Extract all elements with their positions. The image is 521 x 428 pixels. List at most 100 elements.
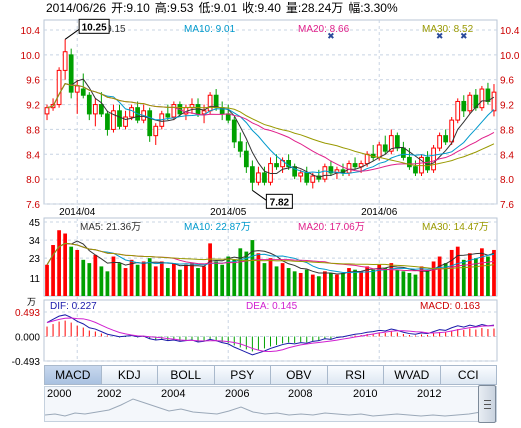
volume-bar bbox=[316, 276, 321, 296]
price-tick-right: 8.0 bbox=[500, 175, 514, 186]
tab-rsi[interactable]: RSI bbox=[327, 365, 384, 385]
volume-bar bbox=[93, 254, 98, 296]
volume-bar bbox=[383, 268, 388, 296]
navigator-drag-handle[interactable] bbox=[478, 385, 496, 423]
volume-bar bbox=[238, 248, 243, 296]
volume-tick: 34 bbox=[29, 236, 41, 247]
volume-bar bbox=[322, 271, 327, 296]
macd-value-legend: MACD: 0.163 bbox=[420, 301, 480, 312]
tab-cci[interactable]: CCI bbox=[440, 365, 497, 385]
stock-chart[interactable]: 10.4 10.4 10.0 10.0 9.6 9.6 9.2 9.2 8.8 8.8 8.4 8.4… bbox=[0, 0, 521, 365]
macd-tick: 0.493 bbox=[15, 308, 40, 319]
volume-bar bbox=[377, 264, 382, 296]
candle-body bbox=[352, 163, 358, 168]
volume-bar bbox=[431, 261, 436, 296]
candle-body bbox=[376, 144, 382, 158]
candle-body bbox=[56, 69, 62, 106]
volume-bar bbox=[480, 248, 484, 296]
macd-dea-line bbox=[46, 317, 494, 353]
candle-body bbox=[62, 51, 68, 71]
volume-bar bbox=[135, 264, 140, 296]
volume-bar bbox=[395, 269, 400, 296]
price-tick-left: 9.6 bbox=[26, 76, 40, 87]
macd-dea-legend: DEA: 0.145 bbox=[246, 301, 298, 312]
close-readout: 收:9.40 bbox=[242, 1, 281, 15]
candle-body bbox=[231, 119, 237, 143]
candle-body bbox=[491, 91, 497, 112]
candle-body bbox=[250, 166, 255, 183]
year-label-2008: 2008 bbox=[288, 388, 313, 400]
change-readout: 幅:3.30% bbox=[348, 1, 398, 15]
volume-bar bbox=[262, 263, 267, 296]
candle-body bbox=[407, 156, 412, 168]
volume-bar bbox=[329, 272, 333, 296]
price-tick-left: 10.0 bbox=[21, 51, 41, 62]
price-tick-right: 9.2 bbox=[500, 101, 514, 112]
volume-bar bbox=[353, 269, 357, 296]
volume-bar bbox=[165, 268, 170, 296]
low-marker-value: 7.82 bbox=[270, 197, 290, 208]
high-marker-pointer bbox=[64, 28, 80, 40]
candle-body bbox=[92, 104, 98, 115]
volume-bar bbox=[467, 253, 472, 296]
tab-wvad[interactable]: WVAD bbox=[384, 365, 441, 385]
volume-bar bbox=[292, 271, 297, 296]
volume-bar bbox=[63, 233, 68, 296]
price-ma5-line bbox=[46, 78, 495, 178]
volume-bar bbox=[298, 272, 303, 296]
volume-bar bbox=[87, 263, 92, 296]
candle-body bbox=[322, 166, 328, 180]
volume-bar bbox=[202, 266, 206, 296]
tab-boll[interactable]: BOLL bbox=[158, 365, 215, 385]
high-marker-box bbox=[78, 18, 110, 34]
candle-body bbox=[86, 94, 92, 115]
tab-macd[interactable]: MACD bbox=[44, 365, 102, 385]
price-tick-right: 8.8 bbox=[500, 125, 514, 136]
macd-dif-line bbox=[46, 314, 495, 356]
date-readout: 2014/06/26 bbox=[46, 1, 107, 15]
candle-body bbox=[80, 88, 86, 96]
volume-bar bbox=[184, 264, 188, 296]
candle-body bbox=[328, 166, 334, 174]
volume-bar bbox=[226, 256, 231, 296]
volume-bar bbox=[111, 256, 116, 296]
volume-ma-legend: MA5: 21.36万 bbox=[80, 222, 141, 233]
candle-body bbox=[358, 163, 364, 168]
high-marker-value: 10.25 bbox=[82, 22, 107, 33]
candle-body bbox=[44, 107, 50, 115]
candle-body bbox=[394, 135, 400, 149]
macd-dif-legend: DIF: 0.227 bbox=[50, 301, 97, 312]
volume-bar bbox=[401, 271, 406, 296]
volume-bar bbox=[437, 256, 442, 296]
volume-ma10-line bbox=[46, 242, 495, 273]
candle-body bbox=[479, 88, 485, 109]
volume-bar bbox=[57, 230, 61, 296]
low-readout: 低:9.01 bbox=[198, 1, 238, 15]
price-tick-right: 10.4 bbox=[500, 26, 520, 37]
volume-bar bbox=[99, 266, 104, 296]
timeline-navigator[interactable]: 2000 2002 2004 2006 2008 2010 2012 bbox=[44, 386, 497, 422]
tab-obv[interactable]: OBV bbox=[271, 365, 328, 385]
price-tick-right: 9.6 bbox=[500, 76, 514, 87]
low-marker-box bbox=[265, 193, 293, 209]
candle-body bbox=[401, 147, 406, 158]
volume-bar bbox=[190, 263, 194, 296]
candle-body bbox=[274, 163, 279, 168]
event-marker-icon: ✖ bbox=[460, 31, 468, 41]
volume-bar bbox=[365, 266, 370, 296]
candle-body bbox=[171, 104, 177, 118]
candle-body bbox=[461, 100, 467, 112]
volume-ma-legend: MA20: 17.06万 bbox=[298, 222, 365, 233]
tab-kdj[interactable]: KDJ bbox=[101, 365, 158, 385]
price-ma30-line bbox=[46, 83, 495, 167]
tab-psy[interactable]: PSY bbox=[214, 365, 271, 385]
volume-bar bbox=[159, 261, 164, 296]
volume-bar bbox=[105, 271, 110, 296]
panel-frame bbox=[43, 299, 498, 362]
candle-body bbox=[147, 110, 153, 137]
volume-bar bbox=[304, 269, 309, 296]
volume-bar bbox=[256, 253, 261, 296]
candle-body bbox=[388, 135, 394, 152]
volume-bar bbox=[371, 269, 376, 296]
volume-bar bbox=[178, 269, 182, 296]
